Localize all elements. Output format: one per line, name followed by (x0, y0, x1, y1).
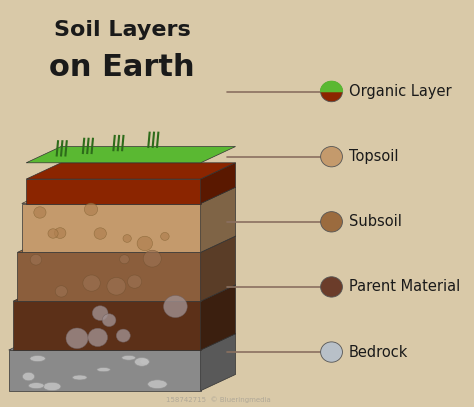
Text: 158742715  © Blueringmedia: 158742715 © Blueringmedia (166, 396, 271, 403)
Ellipse shape (140, 359, 149, 365)
Text: Bedrock: Bedrock (349, 345, 409, 359)
Ellipse shape (122, 355, 136, 360)
Circle shape (55, 228, 66, 239)
Circle shape (143, 250, 161, 267)
Text: Parent Material: Parent Material (349, 280, 460, 294)
Circle shape (66, 328, 88, 348)
Circle shape (320, 212, 342, 232)
Polygon shape (9, 350, 201, 391)
Polygon shape (201, 187, 236, 252)
Ellipse shape (97, 368, 110, 372)
Circle shape (107, 278, 126, 295)
Polygon shape (26, 163, 236, 179)
Circle shape (94, 228, 106, 239)
Circle shape (55, 286, 67, 297)
Text: Subsoil: Subsoil (349, 214, 402, 229)
Polygon shape (26, 179, 201, 204)
Ellipse shape (135, 357, 149, 366)
Ellipse shape (22, 372, 35, 381)
Polygon shape (26, 147, 236, 163)
Ellipse shape (28, 383, 44, 389)
Circle shape (123, 234, 131, 243)
Polygon shape (22, 204, 201, 252)
Text: Organic Layer: Organic Layer (349, 84, 452, 99)
Polygon shape (13, 301, 201, 350)
Circle shape (161, 232, 169, 241)
Polygon shape (201, 334, 236, 391)
Circle shape (128, 275, 142, 288)
Circle shape (30, 254, 42, 265)
Circle shape (83, 275, 100, 291)
Ellipse shape (73, 375, 87, 380)
Polygon shape (201, 163, 236, 204)
Polygon shape (9, 334, 236, 350)
Circle shape (137, 236, 153, 251)
Ellipse shape (43, 382, 61, 391)
Circle shape (48, 229, 58, 238)
Polygon shape (201, 236, 236, 301)
Polygon shape (201, 285, 236, 350)
Polygon shape (320, 81, 342, 92)
Text: Topsoil: Topsoil (349, 149, 399, 164)
Ellipse shape (30, 355, 46, 361)
Circle shape (320, 147, 342, 167)
Circle shape (320, 342, 342, 362)
Circle shape (320, 277, 342, 297)
Circle shape (84, 203, 98, 216)
Text: on Earth: on Earth (49, 53, 195, 82)
Polygon shape (13, 285, 236, 301)
Circle shape (92, 306, 108, 320)
Circle shape (116, 329, 130, 342)
Circle shape (102, 314, 116, 326)
Circle shape (164, 295, 187, 317)
Polygon shape (18, 236, 236, 252)
Ellipse shape (148, 380, 167, 389)
Polygon shape (22, 187, 236, 204)
Circle shape (88, 328, 108, 346)
Text: Soil Layers: Soil Layers (54, 20, 191, 40)
Polygon shape (18, 252, 201, 301)
Circle shape (119, 255, 129, 264)
Circle shape (34, 207, 46, 218)
Circle shape (320, 81, 342, 102)
